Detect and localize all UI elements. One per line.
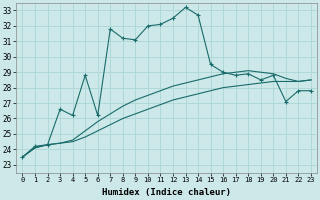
X-axis label: Humidex (Indice chaleur): Humidex (Indice chaleur) — [102, 188, 231, 197]
